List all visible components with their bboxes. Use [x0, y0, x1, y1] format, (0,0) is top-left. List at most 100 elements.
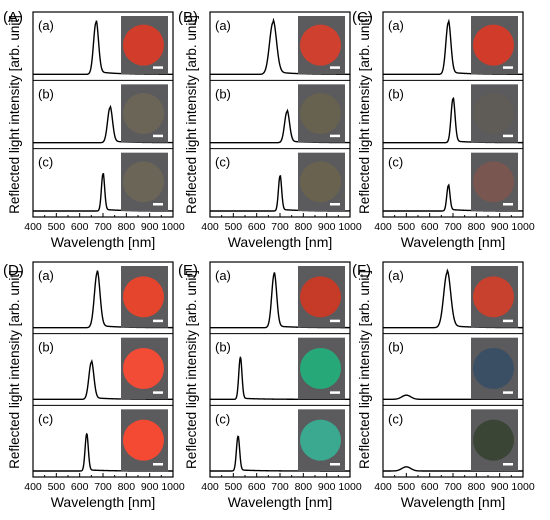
y-axis-label: Reflected light intensity [arb. unit]	[357, 15, 372, 214]
inset-disc	[300, 161, 341, 203]
inset-disc	[473, 348, 514, 389]
panel-label: (D)	[3, 262, 24, 279]
x-tick-label: 800	[118, 221, 136, 233]
inset-photo	[298, 16, 345, 75]
inset-photo	[298, 266, 345, 328]
x-tick-label: 700	[94, 481, 112, 493]
x-tick-label: 400	[24, 221, 42, 233]
inset-disc	[123, 419, 164, 461]
inset-photo	[471, 266, 518, 328]
inset-disc	[300, 24, 341, 66]
x-tick-label: 600	[421, 221, 439, 233]
x-tick-label: 400	[374, 481, 392, 493]
y-axis-label: Reflected light intensity [arb. unit]	[184, 15, 199, 214]
inset-disc	[473, 276, 514, 318]
x-tick-label: 400	[201, 221, 219, 233]
panel-label: (E)	[178, 262, 198, 279]
x-tick-label: 800	[295, 221, 313, 233]
inset-photo	[471, 84, 518, 143]
scale-bar	[330, 463, 340, 466]
x-tick-label: 500	[48, 221, 66, 233]
inset-disc	[300, 93, 341, 134]
inset-disc	[300, 348, 341, 389]
x-tick-label: 800	[468, 481, 486, 493]
x-tick-label: 900	[491, 221, 509, 233]
inset-photo	[298, 337, 345, 400]
x-tick-label: 800	[118, 481, 136, 493]
y-axis-label: Reflected light intensity [arb. unit]	[7, 270, 22, 469]
scale-bar	[330, 134, 340, 138]
row-label: (c)	[215, 411, 230, 426]
x-tick-label: 700	[94, 221, 112, 233]
scale-bar	[153, 66, 163, 69]
x-axis-label: Wavelength [nm]	[401, 234, 506, 250]
panel-label: (F)	[352, 262, 371, 279]
x-tick-label: 900	[141, 221, 159, 233]
inset-disc	[123, 24, 164, 66]
inset-disc	[300, 419, 341, 461]
x-tick-label: 600	[248, 221, 266, 233]
inset-disc	[300, 276, 341, 318]
x-tick-label: 1000	[161, 481, 185, 493]
row-label: (a)	[388, 268, 404, 283]
row-label: (a)	[215, 18, 231, 33]
panel-1: (A) 400 500 600 700 800 900 1000 Wavelength [nm]…	[3, 9, 185, 250]
inset-photo	[298, 152, 345, 211]
x-tick-label: 500	[398, 221, 416, 233]
inset-disc	[473, 419, 514, 461]
x-tick-label: 500	[398, 481, 416, 493]
inset-photo	[471, 337, 518, 400]
row-label: (a)	[38, 18, 54, 33]
row-label: (c)	[215, 155, 230, 170]
row-label: (c)	[38, 411, 53, 426]
inset-photo	[471, 409, 518, 471]
inset-photo	[121, 337, 168, 400]
inset-photo	[121, 152, 168, 211]
panel-6: (F) 400 500 600 700 800 900 1000 Wavelength [nm]…	[352, 261, 535, 510]
x-tick-label: 700	[271, 481, 289, 493]
x-tick-label: 700	[271, 221, 289, 233]
inset-disc	[123, 93, 164, 134]
scale-bar	[503, 66, 513, 69]
x-tick-label: 1000	[161, 221, 185, 233]
inset-disc	[473, 93, 514, 134]
inset-photo	[471, 152, 518, 211]
x-tick-label: 900	[491, 481, 509, 493]
y-axis-label: Reflected light intensity [arb. unit]	[357, 270, 372, 469]
row-label: (a)	[38, 268, 54, 283]
x-tick-label: 700	[444, 221, 462, 233]
scale-bar	[153, 203, 163, 206]
scale-bar	[503, 463, 513, 466]
x-tick-label: 900	[318, 221, 336, 233]
row-label: (b)	[38, 86, 54, 101]
inset-photo	[471, 16, 518, 75]
row-label: (a)	[215, 268, 231, 283]
scale-bar	[503, 134, 513, 138]
row-label: (b)	[215, 340, 231, 355]
panel-3: (C) 400 500 600 700 800 900 1000 Wavelength [nm]…	[352, 9, 535, 250]
scale-bar	[503, 391, 513, 394]
row-label: (b)	[38, 340, 54, 355]
panel-label: (B)	[178, 9, 198, 26]
inset-photo	[298, 84, 345, 143]
x-axis-label: Wavelength [nm]	[228, 234, 333, 250]
panel-4: (D) 400 500 600 700 800 900 1000 Wavelength [nm]…	[3, 261, 185, 510]
panel-2: (B) 400 500 600 700 800 900 1000 Wavelength [nm]…	[178, 9, 362, 250]
inset-disc	[123, 161, 164, 203]
inset-disc	[473, 24, 514, 66]
panel-5: (E) 400 500 600 700 800 900 1000 Wavelength [nm]…	[178, 261, 362, 510]
y-axis-label: Reflected light intensity [arb. unit]	[7, 15, 22, 214]
x-tick-label: 400	[374, 221, 392, 233]
inset-photo	[121, 266, 168, 328]
scale-bar	[153, 391, 163, 394]
row-label: (b)	[388, 86, 404, 101]
x-tick-label: 600	[71, 221, 89, 233]
scale-bar	[330, 391, 340, 394]
inset-photo	[121, 84, 168, 143]
x-tick-label: 400	[24, 481, 42, 493]
row-label: (a)	[388, 18, 404, 33]
row-label: (b)	[215, 86, 231, 101]
x-tick-label: 1000	[511, 221, 535, 233]
x-tick-label: 600	[248, 481, 266, 493]
x-tick-label: 700	[444, 481, 462, 493]
